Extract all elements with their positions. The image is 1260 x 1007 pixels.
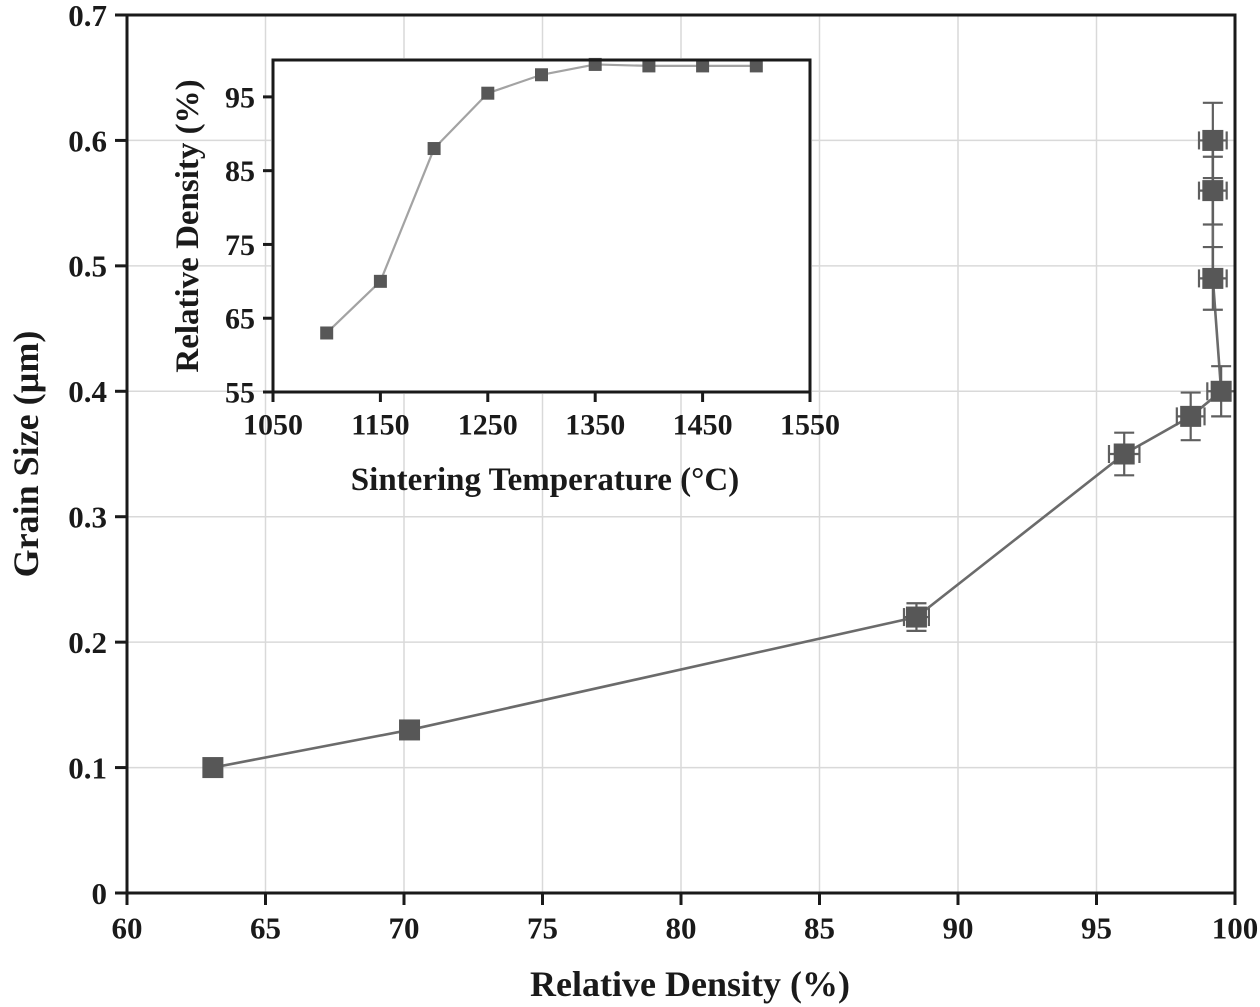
main-data-point	[399, 719, 421, 741]
inset-x-tick-label: 1450	[673, 408, 733, 441]
main-x-tick-label: 90	[943, 910, 974, 945]
main-x-tick-label: 100	[1212, 910, 1259, 945]
inset-y-tick-label: 75	[225, 229, 255, 262]
main-y-tick-label: 0.1	[68, 750, 107, 785]
main-y-tick-label: 0	[92, 876, 108, 911]
inset-y-tick-label: 85	[225, 155, 255, 188]
inset-yaxis-title: Relative Density (%)	[170, 79, 206, 372]
main-data-point	[905, 606, 927, 628]
inset-plot-border	[271, 58, 812, 394]
inset-x-tick-label: 1350	[565, 408, 625, 441]
main-y-tick-label: 0.6	[68, 123, 107, 158]
main-y-tick-label: 0.4	[68, 374, 107, 409]
inset-x-tick-label: 1050	[243, 408, 303, 441]
inset-data-point	[749, 59, 763, 73]
main-xaxis-title: Relative Density (%)	[530, 964, 850, 1004]
inset-xaxis-title: Sintering Temperature (°C)	[351, 462, 739, 498]
main-x-tick-label: 80	[666, 910, 697, 945]
inset-data-point	[481, 86, 495, 100]
main-y-tick-label: 0.5	[68, 249, 107, 284]
main-x-tick-label: 85	[804, 910, 835, 945]
main-x-tick-label: 75	[527, 910, 558, 945]
inset-data-point	[320, 326, 334, 340]
inset-data-point	[696, 59, 710, 73]
main-data-point	[1202, 129, 1224, 151]
main-data-point	[1210, 380, 1232, 402]
main-data-point	[202, 757, 224, 779]
inset-data-point	[427, 142, 441, 156]
inset-x-tick-label: 1250	[458, 408, 518, 441]
inset-data-point	[535, 68, 548, 82]
inset-panel-background	[271, 58, 812, 394]
main-x-tick-label: 95	[1081, 910, 1112, 945]
main-x-tick-label: 65	[250, 910, 281, 945]
main-x-tick-label: 70	[389, 910, 420, 945]
inset-data-point	[642, 59, 656, 73]
main-y-tick-label: 0.7	[68, 0, 107, 33]
main-y-tick-label: 0.2	[68, 625, 107, 660]
inset-data-point	[373, 274, 387, 288]
main-x-tick-label: 60	[112, 910, 143, 945]
inset-y-tick-label: 65	[225, 303, 255, 336]
main-data-point	[1113, 443, 1135, 465]
inset-x-tick-label: 1150	[351, 408, 409, 441]
inset-y-tick-label: 95	[225, 81, 255, 114]
main-y-tick-label: 0.3	[68, 500, 107, 535]
main-data-point	[1202, 180, 1224, 202]
inset-x-tick-label: 1550	[780, 408, 840, 441]
inset-y-tick-label: 55	[225, 377, 255, 410]
main-data-point	[1180, 405, 1202, 427]
main-yaxis-title: Grain Size (µm)	[6, 331, 46, 578]
main-data-point	[1202, 267, 1224, 289]
